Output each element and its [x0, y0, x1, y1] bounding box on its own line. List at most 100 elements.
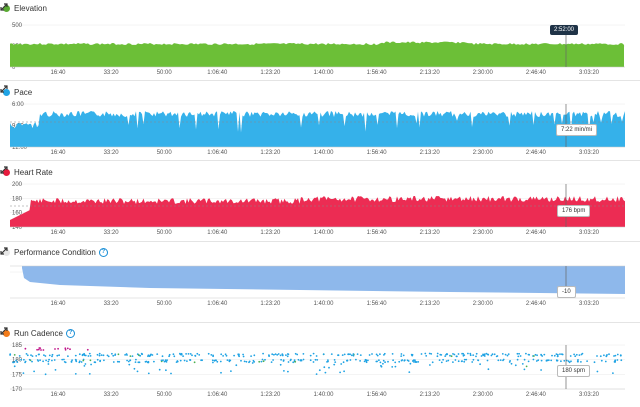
x-tick-label: 2:30:00	[473, 70, 494, 76]
cadence-point	[162, 359, 164, 362]
cadence-point	[81, 354, 84, 357]
cadence-point	[556, 355, 559, 358]
performance-condition-chart[interactable]: 16:40 33:20 50:00 1:06:40 1:23:20 1:40:00 1:56…	[0, 262, 640, 326]
y-tick-label: 170	[12, 387, 23, 393]
cadence-point	[112, 361, 115, 363]
cadence-point	[28, 358, 31, 361]
cadence-point	[379, 361, 382, 364]
cadence-point	[25, 353, 28, 355]
cadence-point	[24, 347, 27, 350]
pace-chart[interactable]: 6:009:0012:0016:4033:2050:001:06:401:23:…	[0, 100, 640, 166]
cadence-point	[277, 353, 280, 355]
cadence-point	[352, 353, 355, 355]
x-tick-label: 2:46:40	[526, 70, 547, 76]
cadence-point	[315, 355, 318, 357]
cadence-point	[98, 354, 101, 357]
x-tick-label: 1:06:40	[207, 301, 228, 307]
cadence-point	[394, 365, 397, 368]
tooltip: 2:52:00	[550, 25, 579, 35]
cadence-point	[536, 354, 538, 357]
cadence-point	[168, 355, 171, 358]
cadence-point	[343, 370, 345, 373]
panel-title: Heart Rate	[14, 167, 53, 177]
expand-icon[interactable]	[0, 327, 8, 335]
cadence-point	[164, 359, 167, 362]
cadence-point	[363, 360, 366, 363]
cadence-point	[253, 354, 256, 357]
cadence-point	[216, 360, 219, 363]
cadence-point	[472, 354, 475, 356]
cadence-point	[24, 360, 27, 363]
cadence-point	[575, 353, 578, 356]
x-tick-label: 16:40	[50, 150, 66, 156]
expand-icon[interactable]	[0, 166, 8, 174]
x-tick-label: 16:40	[50, 230, 66, 236]
y-tick-label: 500	[12, 23, 23, 29]
cadence-point	[355, 358, 357, 361]
divider	[0, 322, 640, 323]
cadence-point	[447, 359, 450, 362]
cadence-point	[51, 353, 54, 356]
cadence-point	[382, 362, 384, 365]
cadence-point	[287, 370, 289, 373]
cadence-point	[88, 373, 91, 375]
cadence-point	[546, 359, 549, 362]
cadence-point	[224, 353, 227, 356]
cadence-point	[250, 355, 253, 357]
expand-icon[interactable]	[0, 247, 8, 255]
heart-rate-chart[interactable]: 200 180 160 140 16:40 33:20 50:00 1:06:40 1:23:2…	[0, 180, 640, 246]
cadence-point	[342, 361, 345, 364]
cadence-point	[127, 360, 130, 363]
x-tick-label: 50:00	[157, 392, 173, 398]
cadence-point	[532, 358, 535, 361]
x-tick-label: 33:20	[104, 392, 120, 398]
expand-icon[interactable]	[0, 85, 8, 93]
cadence-point	[235, 364, 238, 367]
performance-condition-panel: Performance Condition ? 16:40 33:20 50:00 1…	[0, 244, 640, 322]
x-tick-label: 50:00	[157, 301, 173, 307]
cadence-point	[245, 360, 248, 363]
y-tick-label: 160	[12, 211, 23, 217]
cadence-point	[407, 360, 410, 362]
cadence-point	[293, 359, 296, 361]
help-icon[interactable]: ?	[98, 247, 108, 257]
cadence-point	[161, 355, 164, 358]
y-tick-label: 180	[12, 196, 23, 202]
x-tick-label: 50:00	[157, 70, 173, 76]
cadence-point	[173, 355, 176, 358]
cadence-point	[477, 359, 479, 361]
cadence-point	[326, 361, 328, 363]
cadence-point	[272, 359, 274, 361]
cadence-point	[463, 360, 466, 363]
cadence-point	[168, 353, 171, 356]
cadence-point	[86, 348, 89, 351]
cadence-point	[561, 353, 563, 356]
cadence-point	[596, 355, 598, 357]
cadence-point	[23, 358, 25, 361]
x-tick-label: 1:23:20	[260, 230, 281, 236]
cadence-point	[44, 373, 47, 376]
cadence-point	[463, 358, 466, 361]
cadence-point	[276, 354, 279, 356]
help-icon[interactable]: ?	[65, 328, 75, 338]
cadence-point	[285, 354, 287, 356]
cadence-point	[281, 354, 284, 357]
expand-icon[interactable]	[0, 3, 8, 11]
cadence-point	[156, 353, 159, 355]
cadence-point	[376, 360, 378, 363]
x-tick-label: 1:23:20	[260, 70, 281, 76]
elevation-chart[interactable]: 500250016:4033:2050:001:06:401:23:201:40…	[0, 17, 640, 79]
x-tick-label: 1:40:00	[313, 392, 334, 398]
cadence-point	[349, 359, 352, 361]
y-tick-label: 6:00	[12, 102, 24, 108]
run-cadence-chart[interactable]: 185 180 175 170 16:40 33:20 50:00 1:06:40 1:23:2…	[0, 341, 640, 407]
cadence-point	[220, 353, 223, 356]
cadence-point	[417, 361, 420, 363]
cadence-point	[318, 369, 321, 372]
cadence-point	[560, 360, 562, 363]
x-tick-label: 2:46:40	[526, 150, 547, 156]
x-tick-label: 2:13:20	[420, 392, 441, 398]
cadence-point	[78, 353, 81, 356]
y-tick-label: 175	[12, 372, 23, 378]
cadence-point	[605, 354, 608, 357]
